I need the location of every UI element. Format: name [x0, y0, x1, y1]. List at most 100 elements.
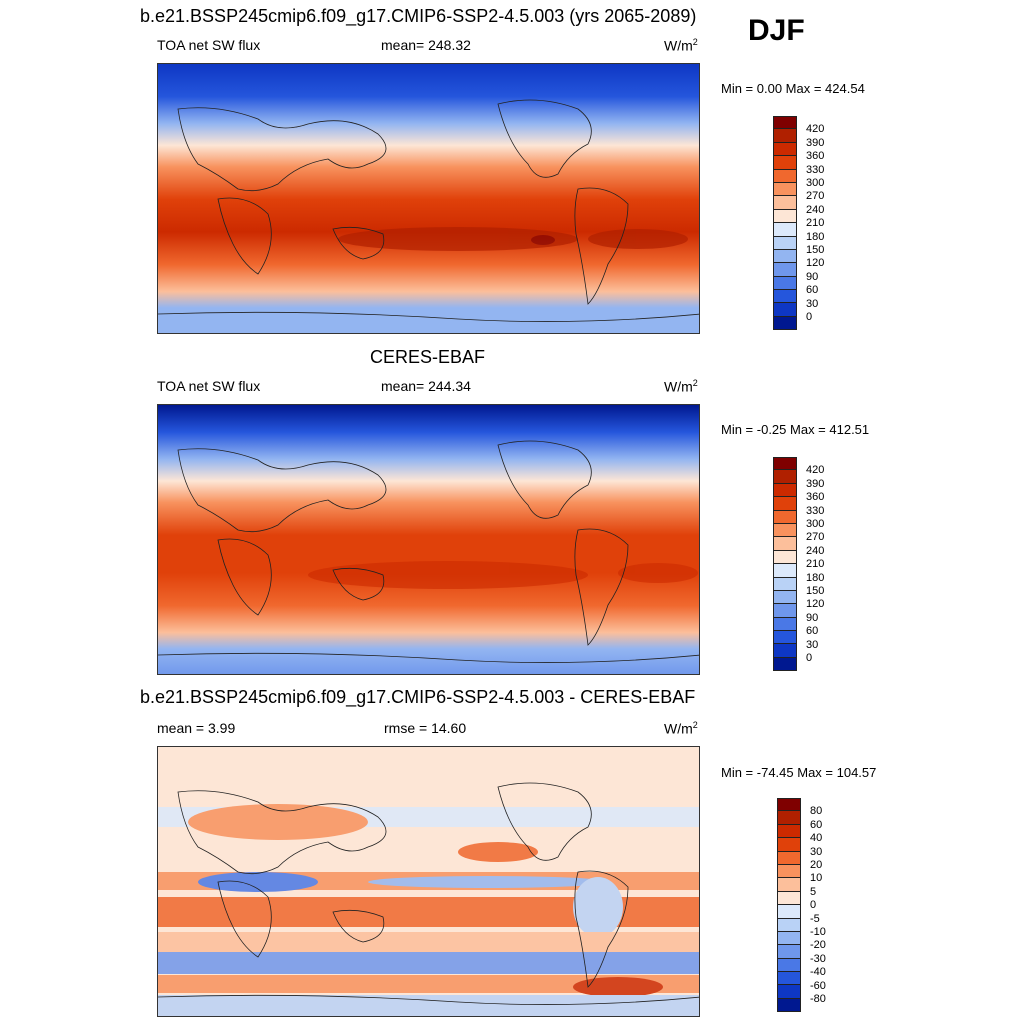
top-colorbar-tick-label: 420 [806, 123, 825, 136]
bottom-colorbar-swatch [777, 918, 801, 932]
middle-colorbar-tick-label: 270 [806, 531, 825, 544]
top-colorbar-tick-label: 390 [806, 136, 825, 149]
top-colorbar-tick-label: 240 [806, 203, 825, 216]
top-colorbar-swatch [773, 169, 797, 183]
bottom-colorbar-swatch [777, 905, 801, 919]
bottom-panel-minmax: Min = -74.45 Max = 104.57 [721, 765, 877, 780]
middle-colorbar-tick-label: 360 [806, 491, 825, 504]
bottom-colorbar-tick-label: -5 [810, 912, 820, 925]
middle-colorbar-swatch [773, 483, 797, 498]
top-panel-variable: TOA net SW flux [157, 37, 261, 53]
middle-colorbar-tick-label: 390 [806, 477, 825, 490]
middle-colorbar-swatch [773, 497, 797, 511]
top-colorbar-swatch [773, 196, 797, 210]
top-colorbar-tick-label: 330 [806, 163, 825, 176]
middle-colorbar-tick-label: 240 [806, 544, 825, 557]
bottom-colorbar-swatch [777, 985, 801, 999]
top-map-panel [157, 63, 700, 334]
middle-colorbar-tick-label: 60 [806, 625, 819, 638]
middle-colorbar [773, 457, 797, 672]
middle-map-panel [157, 404, 700, 675]
top-colorbar-swatch [773, 209, 797, 224]
top-colorbar-swatch [773, 182, 797, 197]
top-colorbar-swatch [773, 236, 797, 250]
bottom-map-panel [157, 746, 700, 1017]
bottom-colorbar-tick-label: 80 [810, 805, 823, 818]
top-colorbar-swatch [773, 223, 797, 237]
middle-colorbar-swatch [773, 510, 797, 524]
top-colorbar-tick-label: 150 [806, 244, 825, 256]
bottom-colorbar-swatch [777, 851, 801, 865]
bottom-panel-mean: mean = 3.99 [157, 720, 236, 736]
bottom-colorbar-tick-label: 5 [810, 885, 817, 898]
top-colorbar-tick-label: 270 [806, 190, 825, 203]
middle-colorbar-swatch [773, 523, 797, 538]
top-colorbar-tick-label: 0 [806, 311, 813, 323]
bottom-colorbar-swatch [777, 998, 801, 1013]
bottom-colorbar [777, 798, 801, 1013]
bottom-colorbar-tick-label: 30 [810, 845, 823, 858]
bottom-colorbar-tick-label: -80 [810, 993, 826, 1005]
middle-colorbar-tick-label: 300 [806, 518, 825, 530]
middle-panel-variable: TOA net SW flux [157, 378, 261, 394]
top-colorbar-tick-label: 300 [806, 177, 825, 189]
top-colorbar-swatch [773, 142, 797, 157]
bottom-colorbar-tick-label: -40 [810, 966, 826, 979]
middle-colorbar-swatch [773, 457, 797, 471]
middle-colorbar-swatch [773, 631, 797, 645]
middle-panel-minmax: Min = -0.25 Max = 412.51 [721, 422, 870, 437]
middle-colorbar-swatch [773, 550, 797, 565]
coastlines [158, 99, 699, 322]
middle-colorbar-tick-label: 150 [806, 585, 825, 597]
middle-colorbar-tick-label: 0 [806, 652, 813, 664]
bottom-colorbar-tick-label: -30 [810, 952, 826, 965]
bottom-colorbar-swatch [777, 945, 801, 959]
top-colorbar-swatch [773, 129, 797, 143]
top-colorbar-swatch [773, 290, 797, 304]
bottom-colorbar-swatch [777, 864, 801, 879]
top-colorbar-tick-label: 360 [806, 150, 825, 163]
bottom-colorbar-tick-label: -10 [810, 926, 826, 938]
top-panel-units: W/m2 [664, 37, 698, 54]
top-colorbar-tick-label: 60 [806, 284, 819, 297]
bottom-colorbar-swatch [777, 811, 801, 825]
coastlines [158, 440, 699, 663]
top-panel-title: b.e21.BSSP245cmip6.f09_g17.CMIP6-SSP2-4.… [140, 6, 697, 26]
top-colorbar-tick-label: 30 [806, 297, 819, 310]
bottom-colorbar-swatch [777, 838, 801, 852]
coastlines [158, 782, 699, 1005]
middle-colorbar-swatch [773, 564, 797, 578]
top-panel-mean: mean= 248.32 [381, 37, 471, 53]
top-colorbar-tick-label: 180 [806, 230, 825, 243]
bottom-colorbar-swatch [777, 798, 801, 812]
bottom-panel-units: W/m2 [664, 720, 698, 737]
top-colorbar-swatch [773, 316, 797, 331]
top-colorbar-tick-label: 210 [806, 217, 825, 230]
bottom-colorbar-tick-label: 0 [810, 899, 817, 912]
top-colorbar-swatch [773, 249, 797, 264]
bottom-colorbar-swatch [777, 972, 801, 986]
top-colorbar-swatch [773, 303, 797, 317]
middle-panel-mean: mean= 244.34 [381, 378, 471, 394]
bottom-panel-rmse: rmse = 14.60 [384, 720, 467, 736]
bottom-colorbar-tick-label: -20 [810, 939, 826, 952]
bottom-colorbar-swatch [777, 958, 801, 973]
middle-colorbar-tick-label: 330 [806, 504, 825, 517]
middle-colorbar-swatch [773, 617, 797, 632]
bottom-colorbar-tick-label: 20 [810, 859, 823, 871]
bottom-colorbar-swatch [777, 931, 801, 946]
top-colorbar-tick-label: 120 [806, 257, 825, 270]
bottom-panel-title: b.e21.BSSP245cmip6.f09_g17.CMIP6-SSP2-4.… [140, 687, 696, 707]
top-colorbar-swatch [773, 276, 797, 291]
middle-colorbar-tick-label: 210 [806, 558, 825, 571]
top-colorbar [773, 116, 797, 331]
middle-colorbar-swatch [773, 537, 797, 551]
middle-colorbar-swatch [773, 644, 797, 658]
middle-colorbar-tick-label: 120 [806, 598, 825, 611]
bottom-colorbar-tick-label: 10 [810, 872, 823, 885]
middle-colorbar-tick-label: 420 [806, 464, 825, 477]
middle-colorbar-tick-label: 30 [806, 638, 819, 651]
middle-colorbar-swatch [773, 577, 797, 591]
bottom-colorbar-tick-label: 60 [810, 818, 823, 831]
middle-colorbar-swatch [773, 657, 797, 672]
